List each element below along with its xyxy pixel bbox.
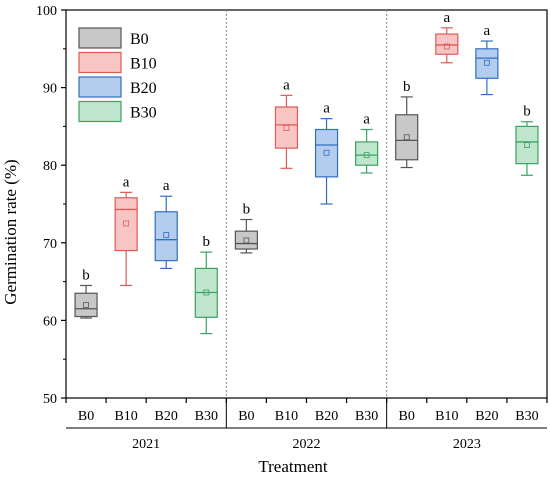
- box-body: [475, 48, 499, 79]
- significance-letter: a: [363, 112, 370, 128]
- significance-letter: b: [403, 79, 411, 95]
- mean-marker: [363, 152, 370, 159]
- legend-swatch-B0: [78, 27, 122, 49]
- mean-marker: [443, 43, 450, 50]
- year-separators: [225, 10, 388, 398]
- x-tick-label: B0: [78, 409, 94, 424]
- x-tick-label: B10: [275, 409, 298, 424]
- x-axis: B0 B10 B20 B30 2021 B0 B10 B20 B30 2022 B0 B10 B20 B3…: [65, 398, 548, 452]
- legend-label-B0: B0: [130, 31, 149, 48]
- x-tick-label: B10: [435, 409, 458, 424]
- box-body: [154, 211, 178, 262]
- year-label: 2022: [293, 437, 321, 452]
- significance-letter: b: [203, 234, 211, 250]
- box-B0-2021: b: [74, 267, 98, 319]
- y-tick-label: 70: [43, 237, 57, 252]
- x-tick-label: B20: [315, 409, 338, 424]
- legend-label-B10: B10: [130, 56, 157, 73]
- mean-marker: [163, 232, 170, 238]
- y-tick-label: 90: [43, 82, 57, 97]
- box-B30-2023: b: [515, 104, 539, 176]
- legend-label-B30: B30: [130, 105, 157, 122]
- box-B30-2022: a: [355, 112, 379, 174]
- mean-marker: [83, 301, 89, 308]
- significance-letter: b: [82, 267, 90, 283]
- box-B0-2022: b: [234, 202, 258, 254]
- legend-swatch-B10: [78, 51, 122, 74]
- box-body: [314, 128, 339, 178]
- box-B20-2022: a: [314, 101, 339, 205]
- box-body: [395, 114, 419, 161]
- y-axis-title: Germination rate (%): [1, 159, 20, 304]
- x-tick-label: B20: [155, 409, 178, 424]
- x-tick-label: B30: [355, 409, 378, 424]
- legend: B0 B10 B20 B30: [78, 27, 157, 123]
- mean-marker: [243, 237, 250, 244]
- year-label: 2021: [132, 437, 160, 452]
- significance-letter: a: [323, 101, 330, 117]
- box-B10-2021: a: [114, 174, 138, 287]
- box-B20-2021: a: [154, 178, 178, 270]
- y-tick-label: 100: [36, 4, 57, 19]
- y-tick-label: 50: [43, 392, 57, 407]
- mean-marker: [123, 220, 130, 227]
- box-body: [355, 141, 379, 166]
- box-body: [114, 197, 138, 252]
- significance-letter: b: [523, 104, 531, 120]
- x-tick-label: B30: [195, 409, 218, 424]
- x-axis-title: Treatment: [258, 457, 328, 476]
- box-B20-2023: a: [475, 23, 499, 96]
- y-tick-label: 80: [43, 159, 57, 174]
- x-tick-label: B30: [515, 409, 538, 424]
- legend-label-B20: B20: [130, 80, 157, 97]
- mean-marker: [323, 149, 330, 156]
- box-body: [234, 230, 258, 250]
- legend-swatch-B30: [78, 100, 122, 123]
- legend-swatch-B20: [78, 76, 122, 98]
- x-tick-label: B0: [238, 409, 254, 424]
- significance-letter: a: [283, 77, 290, 93]
- x-tick-label: B10: [114, 409, 137, 424]
- mean-marker: [283, 125, 290, 131]
- y-axis: 50 60 70 80 90 100: [36, 4, 66, 407]
- box-B10-2022: a: [274, 77, 299, 169]
- significance-letter: a: [484, 23, 491, 39]
- box-B10-2023: a: [435, 10, 459, 64]
- mean-marker: [203, 289, 210, 296]
- significance-letter: a: [163, 178, 170, 194]
- mean-marker: [403, 134, 410, 141]
- box-B30-2021: b: [194, 234, 218, 335]
- x-tick-label: B20: [475, 409, 498, 424]
- box-series: b b b a a a a a a b a b: [74, 10, 539, 335]
- box-body: [74, 292, 98, 318]
- x-tick-label: B0: [399, 409, 415, 424]
- box-body: [515, 125, 539, 165]
- significance-letter: a: [443, 10, 450, 26]
- box-body: [274, 106, 299, 149]
- mean-marker: [483, 59, 490, 66]
- year-label: 2023: [453, 437, 481, 452]
- significance-letter: b: [243, 202, 251, 218]
- significance-letter: a: [123, 174, 130, 190]
- box-B0-2023: b: [395, 79, 419, 169]
- y-tick-label: 60: [43, 314, 57, 329]
- mean-marker: [524, 142, 530, 148]
